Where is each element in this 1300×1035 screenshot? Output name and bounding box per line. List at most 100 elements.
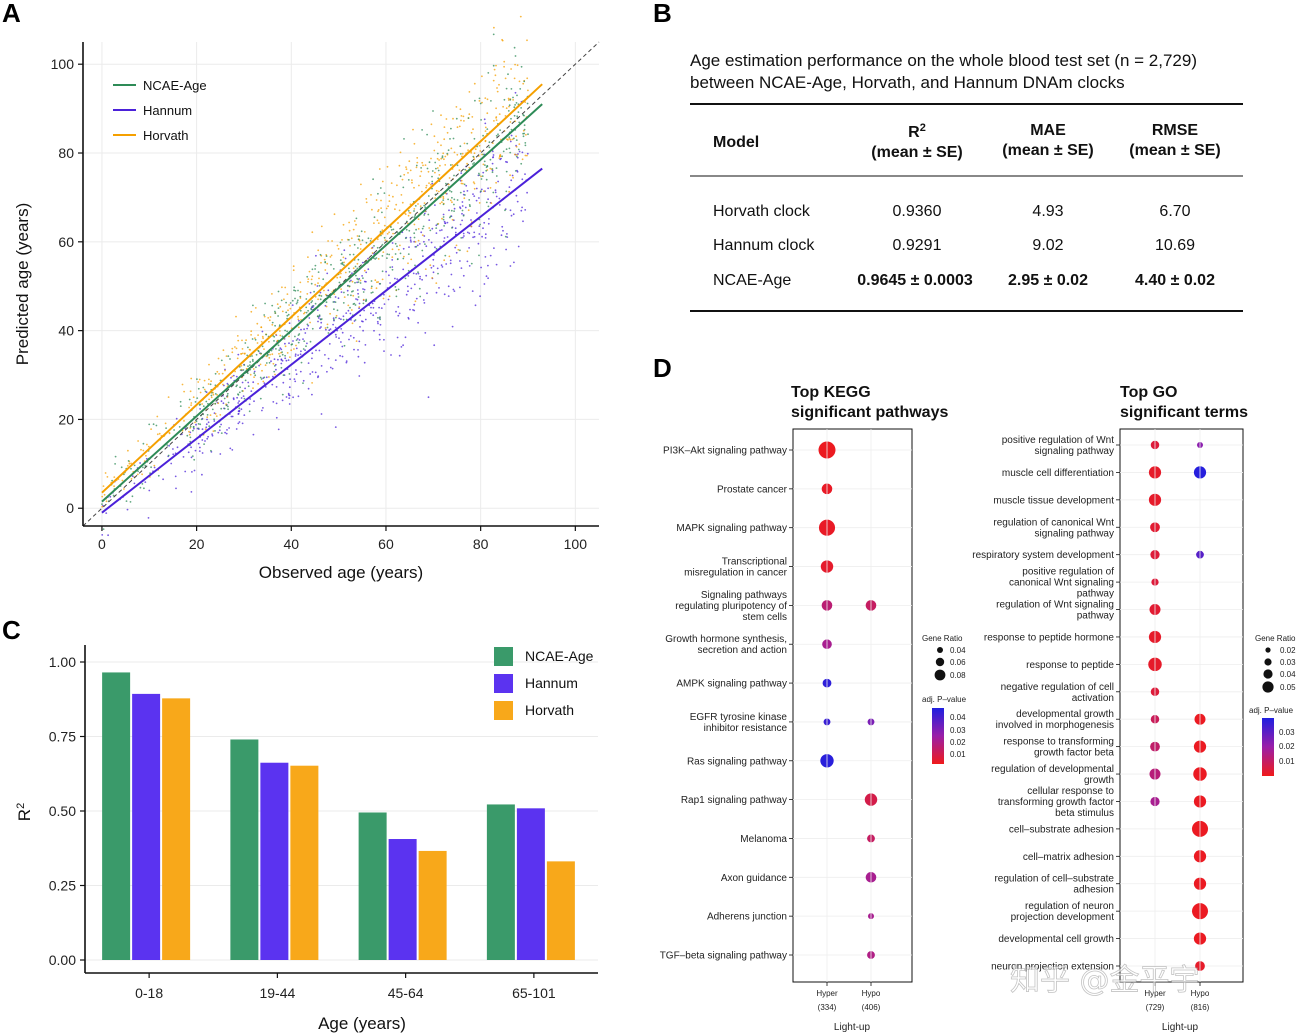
a-point <box>446 221 449 224</box>
a-point <box>387 205 389 208</box>
a-point <box>382 297 385 300</box>
a-point <box>416 157 419 159</box>
a-point <box>407 262 409 265</box>
a-point <box>461 236 464 239</box>
a-point <box>493 26 495 29</box>
a-point <box>294 289 297 292</box>
a-point <box>524 173 526 176</box>
a-point <box>447 149 450 152</box>
a-point <box>468 166 471 169</box>
a-point <box>487 222 490 225</box>
a-point <box>493 120 495 122</box>
a-point <box>327 357 330 360</box>
a-point <box>519 15 522 18</box>
a-point <box>484 140 487 143</box>
a-point <box>507 73 509 76</box>
a-point <box>254 307 257 309</box>
a-point <box>153 464 156 467</box>
a-point <box>475 199 478 202</box>
a-point <box>518 143 521 146</box>
a-point <box>333 213 336 216</box>
a-point <box>188 433 191 436</box>
a-point <box>443 138 446 141</box>
a-point <box>292 396 294 399</box>
a-point <box>133 464 136 467</box>
a-point <box>512 99 514 101</box>
a-point <box>264 364 267 367</box>
a-point <box>326 262 329 265</box>
a-point <box>147 517 150 519</box>
a-point <box>452 137 455 140</box>
a-point <box>526 102 529 105</box>
a-point <box>320 321 323 324</box>
a-point <box>287 359 290 361</box>
a-point <box>263 382 266 384</box>
a-xtick-label-40: 40 <box>284 536 300 552</box>
a-point <box>348 239 350 241</box>
a-point <box>468 91 471 93</box>
d-term-label: Transcriptional <box>722 557 787 568</box>
a-point <box>523 124 526 127</box>
a-point <box>510 68 512 70</box>
a-point <box>211 434 214 437</box>
a-point <box>463 197 466 200</box>
d-term-label: canonical Wnt signaling <box>1009 578 1114 589</box>
a-point <box>281 393 284 396</box>
kegg-color-legend: adj. P–value 0.04 0.03 0.02 0.01 <box>922 695 967 764</box>
a-point <box>250 334 253 336</box>
a-point <box>507 97 510 100</box>
a-point <box>510 214 513 217</box>
a-point <box>179 400 182 403</box>
a-point <box>297 318 300 321</box>
a-point <box>189 390 192 393</box>
a-point <box>407 172 409 174</box>
a-point <box>436 141 439 144</box>
c-bar-horvath-45-64 <box>418 850 447 960</box>
a-point <box>232 374 235 377</box>
a-point <box>349 244 351 247</box>
a-point <box>461 155 463 158</box>
a-point <box>287 313 290 316</box>
a-point <box>355 298 357 300</box>
a-point <box>227 408 230 411</box>
a-point <box>423 235 426 237</box>
a-point <box>272 375 274 378</box>
a-point <box>211 433 214 435</box>
a-point <box>319 253 322 256</box>
a-point <box>462 274 465 277</box>
go-color-label-3: 0.01 <box>1279 757 1295 766</box>
a-point <box>484 126 487 129</box>
d-term-label: TGF–beta signaling pathway <box>660 951 787 962</box>
a-point <box>521 158 524 161</box>
a-point <box>189 425 192 428</box>
a-point <box>400 194 403 196</box>
a-point <box>206 414 209 416</box>
go-col-hypo-n: (816) <box>1191 1003 1210 1012</box>
a-point <box>252 381 255 384</box>
a-point <box>441 201 443 204</box>
a-point <box>310 301 313 304</box>
a-point <box>323 258 326 261</box>
a-point <box>420 231 423 234</box>
a-point <box>406 285 409 288</box>
a-xtick-label-100: 100 <box>564 536 588 552</box>
a-point <box>131 475 134 478</box>
a-point <box>210 396 213 399</box>
a-point <box>508 136 511 139</box>
a-point <box>523 80 526 83</box>
a-point <box>476 212 478 214</box>
a-point <box>290 349 293 352</box>
a-point <box>324 261 327 264</box>
a-point <box>275 402 278 405</box>
a-point <box>213 420 216 422</box>
kegg-color-bar <box>932 708 944 764</box>
a-point <box>384 239 387 242</box>
a-point <box>275 333 277 336</box>
a-point <box>292 265 295 268</box>
a-point <box>323 289 325 292</box>
a-point <box>349 253 351 256</box>
a-point <box>509 151 512 154</box>
a-point <box>287 309 289 312</box>
a-point <box>353 348 355 351</box>
a-point <box>112 494 115 497</box>
